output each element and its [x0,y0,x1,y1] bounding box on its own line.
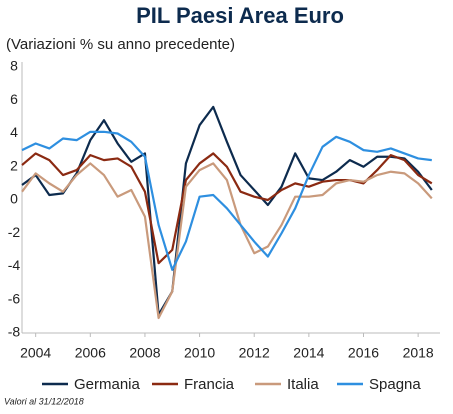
x-tick-label: 2012 [239,345,270,361]
x-tick-label: 2014 [293,345,324,361]
series-line [21,152,433,265]
footnote: Valori al 31/12/2018 [4,396,84,406]
x-tick-label: 2010 [184,345,215,361]
x-tick-label: 2018 [403,345,434,361]
x-tick-label: 2008 [129,345,160,361]
y-tick-label: 0 [10,191,18,207]
legend-label: Francia [184,376,235,393]
series-line [21,130,432,271]
legend-label: Italia [287,376,319,393]
chart-title: PIL Paesi Area Euro [136,3,344,28]
series-line [21,162,433,320]
x-tick-label: 2004 [20,345,51,361]
chart-subtitle: (Variazioni % su anno precedente) [6,36,235,53]
y-tick-label: 4 [10,124,18,140]
legend-label: Germania [74,376,141,393]
y-tick-label: -4 [8,257,21,273]
y-tick-label: -6 [8,290,21,306]
x-tick-label: 2016 [348,345,379,361]
y-tick-label: -2 [8,224,21,240]
legend-label: Spagna [369,376,421,393]
y-tick-label: 2 [10,157,18,173]
y-tick-label: 8 [10,58,18,74]
y-tick-label: 6 [10,91,18,107]
series-line [21,105,433,316]
y-tick-label: -8 [8,324,21,340]
x-tick-label: 2006 [75,345,106,361]
